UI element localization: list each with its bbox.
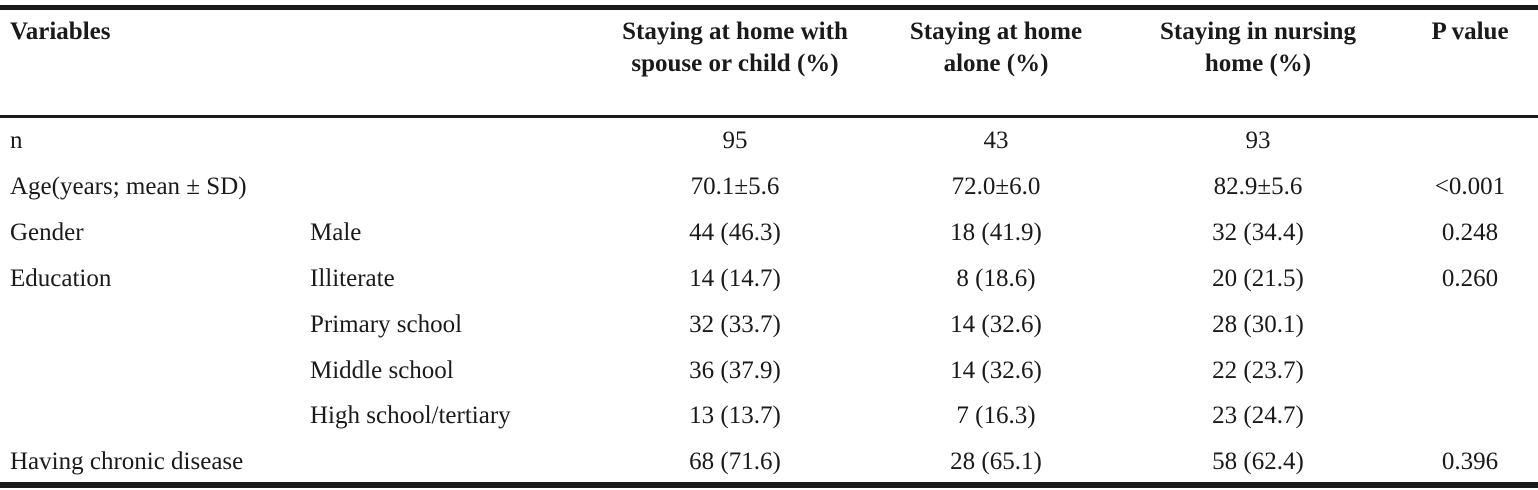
cell-p-value: 0.396: [1441, 448, 1499, 475]
cell-home-alone: 72.0±6.0: [951, 173, 1041, 200]
header-variables: Variables: [10, 18, 111, 45]
cell-home-alone: 7 (16.3): [956, 402, 1036, 429]
cell-p-value: 0.248: [1441, 219, 1499, 246]
cell-home-with-family: 13 (13.7): [689, 402, 781, 429]
header-home-alone: Staying at home alone (%): [909, 18, 1083, 77]
row-subcategory: Middle school: [310, 357, 454, 384]
cell-home-alone: 14 (32.6): [950, 357, 1042, 384]
table-row: Age(years; mean ± SD) 70.1±5.6 72.0±6.0 …: [0, 164, 1538, 210]
cell-home-alone: 14 (32.6): [950, 311, 1042, 338]
cell-home-with-family: 68 (71.6): [689, 448, 781, 475]
cell-p-value: <0.001: [1434, 173, 1506, 200]
row-subcategory: Primary school: [310, 311, 463, 338]
header-nursing-home: Staying in nursing home (%): [1160, 18, 1356, 77]
row-variable: Having chronic disease: [10, 448, 244, 475]
table-row: High school/tertiary 13 (13.7) 7 (16.3) …: [0, 393, 1538, 439]
cell-home-alone: 8 (18.6): [956, 265, 1036, 292]
cell-home-with-family: 14 (14.7): [689, 265, 781, 292]
cell-nursing-home: 20 (21.5): [1212, 265, 1304, 292]
cell-home-alone: 43: [983, 127, 1009, 154]
cell-nursing-home: 22 (23.7): [1212, 357, 1304, 384]
row-subcategory: High school/tertiary: [310, 402, 511, 429]
table-bottom-rule: [0, 482, 1538, 488]
cell-home-alone: 28 (65.1): [950, 448, 1042, 475]
row-subcategory: Illiterate: [310, 265, 395, 292]
table-row: Primary school 32 (33.7) 14 (32.6) 28 (3…: [0, 302, 1538, 348]
table-row: Middle school 36 (37.9) 14 (32.6) 22 (23…: [0, 348, 1538, 394]
table-top-rule: [0, 5, 1538, 10]
table-row: n 95 43 93: [0, 118, 1538, 164]
cell-nursing-home: 23 (24.7): [1212, 402, 1304, 429]
table-header-rule: [0, 115, 1538, 118]
cell-nursing-home: 82.9±5.6: [1213, 173, 1303, 200]
row-variable: Education: [10, 265, 112, 292]
cell-home-with-family: 70.1±5.6: [690, 173, 780, 200]
header-home-with-family: Staying at home with spouse or child (%): [622, 18, 848, 77]
cell-home-with-family: 95: [722, 127, 748, 154]
cell-home-with-family: 36 (37.9): [689, 357, 781, 384]
row-subcategory: Male: [310, 219, 362, 246]
cell-p-value: 0.260: [1441, 265, 1499, 292]
cell-nursing-home: 28 (30.1): [1212, 311, 1304, 338]
table-row: Education Illiterate 14 (14.7) 8 (18.6) …: [0, 256, 1538, 302]
table-row: Gender Male 44 (46.3) 18 (41.9) 32 (34.4…: [0, 210, 1538, 256]
cell-nursing-home: 93: [1245, 127, 1271, 154]
cell-home-with-family: 44 (46.3): [689, 219, 781, 246]
cell-home-with-family: 32 (33.7): [689, 311, 781, 338]
header-p-value: P value: [1431, 18, 1509, 45]
cell-home-alone: 18 (41.9): [950, 219, 1042, 246]
cell-nursing-home: 58 (62.4): [1212, 448, 1304, 475]
row-variable: Age(years; mean ± SD): [10, 173, 247, 200]
cell-nursing-home: 32 (34.4): [1212, 219, 1304, 246]
row-variable: n: [10, 127, 23, 154]
table-row: Having chronic disease 68 (71.6) 28 (65.…: [0, 439, 1538, 485]
row-variable: Gender: [10, 219, 84, 246]
